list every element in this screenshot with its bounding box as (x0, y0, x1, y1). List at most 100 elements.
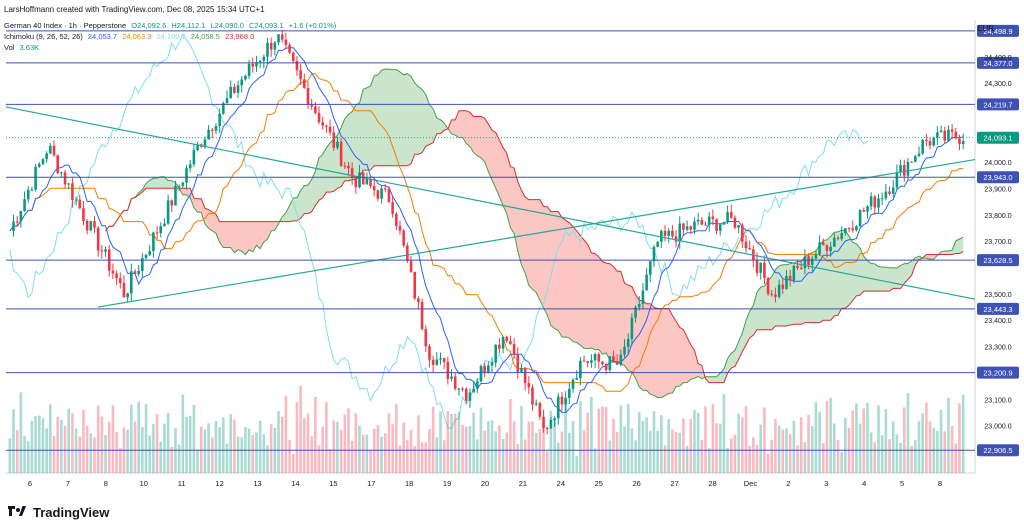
candle-body (424, 329, 428, 347)
cloud-segment (815, 245, 820, 323)
candle-body (833, 237, 836, 247)
cloud-segment (613, 266, 618, 362)
candle-body (126, 293, 129, 298)
candle-body (914, 156, 917, 162)
cloud-segment (760, 285, 765, 330)
candle-body (420, 302, 424, 330)
volume-bar (402, 422, 405, 473)
cloud-segment (639, 300, 643, 391)
candle-body (56, 155, 59, 174)
volume-bar (593, 448, 597, 473)
candle-body (671, 230, 674, 237)
candle-body (144, 254, 148, 259)
volume-bar (884, 409, 888, 473)
candle-body (884, 191, 888, 199)
candle-body (240, 79, 244, 86)
vol-value: 3.63K (19, 43, 40, 52)
time-tick-label: 20 (481, 479, 489, 488)
candle-body (100, 250, 104, 252)
candle-body (682, 223, 685, 230)
level-price-label: 23,943.0 (983, 173, 1012, 182)
volume-bar (192, 404, 196, 473)
volume-bar (118, 448, 122, 473)
candle-body (855, 226, 858, 231)
cloud-segment (867, 260, 872, 292)
volume-bar (741, 417, 744, 473)
volume-bar (376, 425, 380, 473)
volume-bar (96, 405, 100, 473)
candle-body (336, 141, 339, 148)
level-price-label: 24,219.7 (983, 100, 1012, 109)
candle-body (501, 336, 505, 349)
volume-bar (280, 416, 284, 473)
cloud-segment (955, 238, 960, 254)
ichimoku-cloud (105, 69, 964, 398)
candle-body (678, 223, 682, 242)
cloud-segment (506, 153, 511, 228)
volume-bar (711, 403, 715, 473)
candle-body (82, 208, 85, 222)
cloud-segment (572, 226, 577, 343)
volume-bar (586, 412, 590, 473)
current-price-tag (977, 131, 1019, 144)
candle-body (71, 183, 74, 200)
symbol-label: German 40 Index · 1h · Pepperstone (4, 21, 127, 30)
cloud-segment (495, 132, 500, 197)
volume-bar (796, 445, 799, 473)
candle-body (476, 381, 479, 389)
cloud-segment (499, 139, 504, 206)
volume-bar (343, 414, 347, 473)
volume-bar (877, 405, 880, 473)
volume-bar (365, 434, 369, 473)
candle-body (531, 387, 534, 405)
level-price-tag (977, 302, 1019, 315)
candle-body (431, 359, 435, 365)
cloud-segment (602, 261, 607, 355)
candle-body (155, 232, 159, 234)
volume-bar (634, 440, 637, 473)
cloud-segment (845, 230, 850, 309)
cloud-segment (882, 267, 886, 292)
candle-body (895, 171, 899, 188)
cloud-segment (856, 243, 861, 296)
ichimoku-label: Ichimoku (9, 26, 52, 26) (4, 32, 83, 41)
candle-body (446, 361, 450, 379)
cloud-segment (878, 266, 883, 292)
price-axis: 24,498.9 24,377.0 24,219.7 23,943.0 23,628.5… (977, 24, 1019, 457)
cloud-segment (834, 231, 839, 317)
volume-bar (858, 423, 862, 473)
cloud-segment (252, 221, 257, 252)
cloud-segment (683, 329, 688, 383)
candle-body (604, 364, 608, 371)
cloud-segment (400, 71, 404, 166)
volume-bar (52, 436, 56, 473)
volume-bar (23, 436, 26, 473)
volume-bar (49, 404, 52, 473)
candle-body (34, 166, 37, 190)
cloud-segment (606, 263, 610, 360)
volume-bars (8, 385, 965, 473)
cloud-segment (889, 267, 894, 292)
candle-body (792, 265, 796, 281)
cloud-segment (256, 221, 261, 249)
candle-body (74, 199, 78, 201)
cloud-segment (716, 373, 721, 383)
candle-body (928, 141, 932, 146)
cloud-segment (201, 198, 205, 224)
volume-bar (130, 404, 133, 473)
cloud-segment (433, 108, 437, 143)
volume-bar (888, 439, 891, 473)
candle-body (210, 129, 214, 131)
cloud-segment (455, 110, 459, 138)
candle-body (899, 165, 902, 172)
volume-bar (233, 419, 236, 473)
cloud-segment (539, 199, 544, 309)
candle-body (487, 365, 490, 373)
volume-bar (71, 413, 74, 473)
candle-body (774, 294, 777, 297)
candle-body (244, 75, 247, 80)
volume-bar (225, 443, 229, 473)
candle-body (383, 188, 387, 190)
candle-body (306, 88, 310, 105)
